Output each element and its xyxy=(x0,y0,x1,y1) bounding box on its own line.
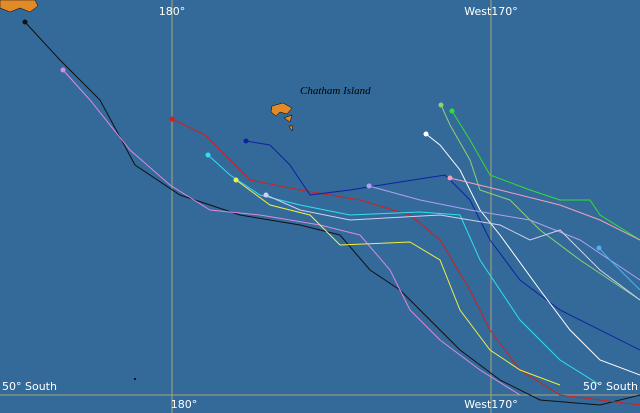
release-point xyxy=(596,245,602,251)
islet xyxy=(134,378,136,380)
drifter-tracks xyxy=(24,21,640,406)
release-point xyxy=(447,175,453,181)
release-point xyxy=(205,152,211,158)
landmass xyxy=(0,0,39,13)
release-point xyxy=(243,138,249,144)
release-point xyxy=(366,183,372,189)
grid-label: 50° South xyxy=(2,380,57,393)
grid-label: West170° xyxy=(464,398,518,411)
grid-label: 180° xyxy=(171,398,198,411)
track xyxy=(245,140,640,351)
release-point xyxy=(438,102,444,108)
release-point xyxy=(60,67,66,73)
track xyxy=(265,194,640,301)
grid-label: 180° xyxy=(159,5,186,18)
track xyxy=(425,133,640,376)
track xyxy=(207,154,601,386)
release-point xyxy=(169,116,175,122)
release-points xyxy=(22,19,602,251)
release-point xyxy=(449,108,455,114)
track xyxy=(368,185,640,281)
track xyxy=(440,104,640,301)
release-point xyxy=(22,19,28,25)
place-label: Chatham Island xyxy=(300,85,371,97)
chatham-island xyxy=(270,102,294,132)
grid-label: West170° xyxy=(464,5,518,18)
release-point xyxy=(233,177,239,183)
track xyxy=(235,179,561,386)
grid-label: 50° South xyxy=(583,380,638,393)
release-point xyxy=(423,131,429,137)
release-point xyxy=(263,192,269,198)
track xyxy=(451,110,640,241)
track xyxy=(598,247,640,291)
track xyxy=(24,21,640,406)
track xyxy=(449,177,640,241)
